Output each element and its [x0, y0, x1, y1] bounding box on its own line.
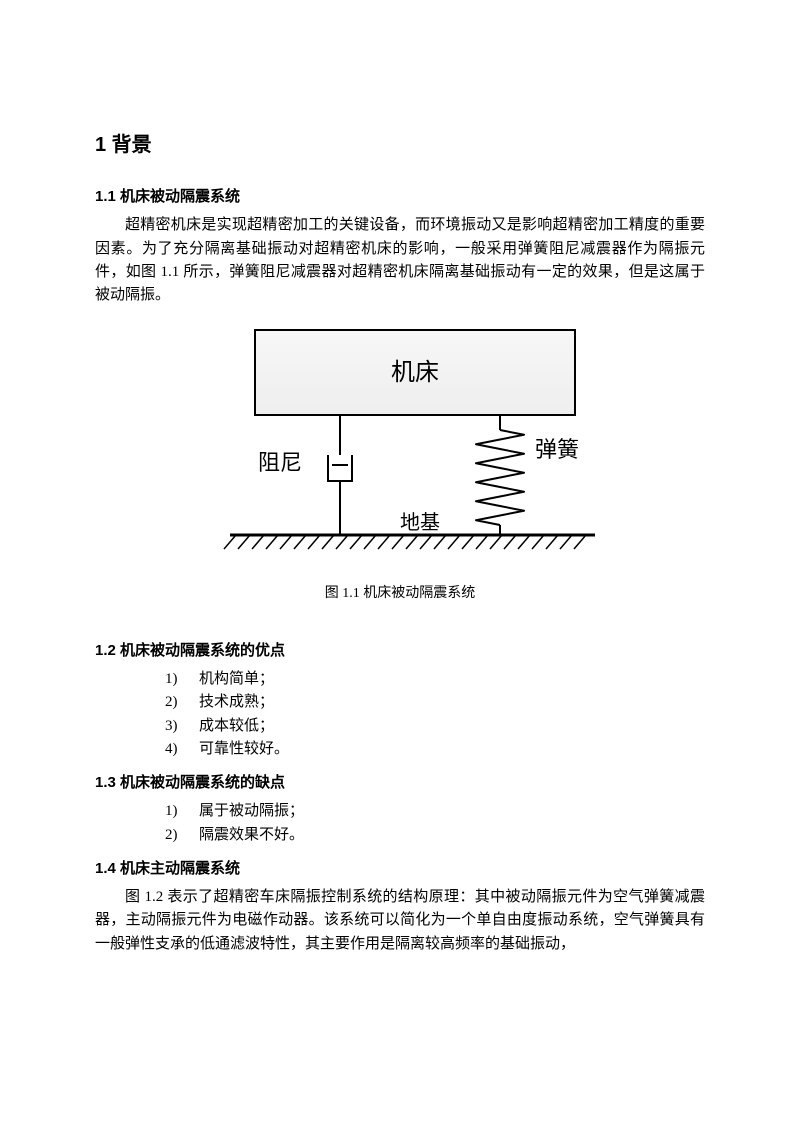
- list-text: 机构简单；: [199, 671, 274, 687]
- list-num: 1): [165, 668, 199, 691]
- heading-1-3: 1.3 机床被动隔震系统的缺点: [95, 771, 705, 794]
- list-num: 2): [165, 824, 199, 847]
- list-item: 3)成本较低；: [165, 715, 705, 738]
- svg-text:弹簧: 弹簧: [535, 437, 579, 462]
- list-advantages: 1)机构简单； 2)技术成熟； 3)成本较低； 4)可靠性较好。: [95, 668, 705, 761]
- heading-1-1: 1.1 机床被动隔震系统: [95, 185, 705, 208]
- svg-text:地基: 地基: [400, 511, 440, 534]
- list-num: 3): [165, 715, 199, 738]
- isolation-diagram: 机床阻尼 弹簧地基: [200, 325, 600, 575]
- paragraph-1-4: 图 1.2 表示了超精密车床隔振控制系统的结构原理：其中被动隔振元件为空气弹簧减…: [95, 886, 705, 956]
- list-item: 4)可靠性较好。: [165, 738, 705, 761]
- list-num: 4): [165, 738, 199, 761]
- heading-1-4: 1.4 机床主动隔震系统: [95, 857, 705, 880]
- list-text: 技术成熟；: [199, 694, 274, 710]
- svg-text:阻尼: 阻尼: [258, 450, 302, 475]
- heading-1-2: 1.2 机床被动隔震系统的优点: [95, 639, 705, 662]
- figure-1-1: 机床阻尼 弹簧地基: [95, 325, 705, 575]
- list-item: 1)属于被动隔振；: [165, 800, 705, 823]
- svg-text:机床: 机床: [391, 359, 439, 386]
- list-text: 成本较低；: [199, 718, 274, 734]
- list-text: 可靠性较好。: [199, 741, 289, 757]
- figure-caption: 图 1.1 机床被动隔震系统: [95, 583, 705, 605]
- paragraph-1-1: 超精密机床是实现超精密加工的关键设备，而环境振动又是影响超精密加工精度的重要因素…: [95, 214, 705, 307]
- list-item: 2)隔震效果不好。: [165, 824, 705, 847]
- list-disadvantages: 1)属于被动隔振； 2)隔震效果不好。: [95, 800, 705, 847]
- list-text: 隔震效果不好。: [199, 827, 304, 843]
- list-num: 2): [165, 691, 199, 714]
- list-num: 1): [165, 800, 199, 823]
- list-item: 2)技术成熟；: [165, 691, 705, 714]
- list-text: 属于被动隔振；: [199, 803, 304, 819]
- heading-1: 1 背景: [95, 130, 705, 161]
- list-item: 1)机构简单；: [165, 668, 705, 691]
